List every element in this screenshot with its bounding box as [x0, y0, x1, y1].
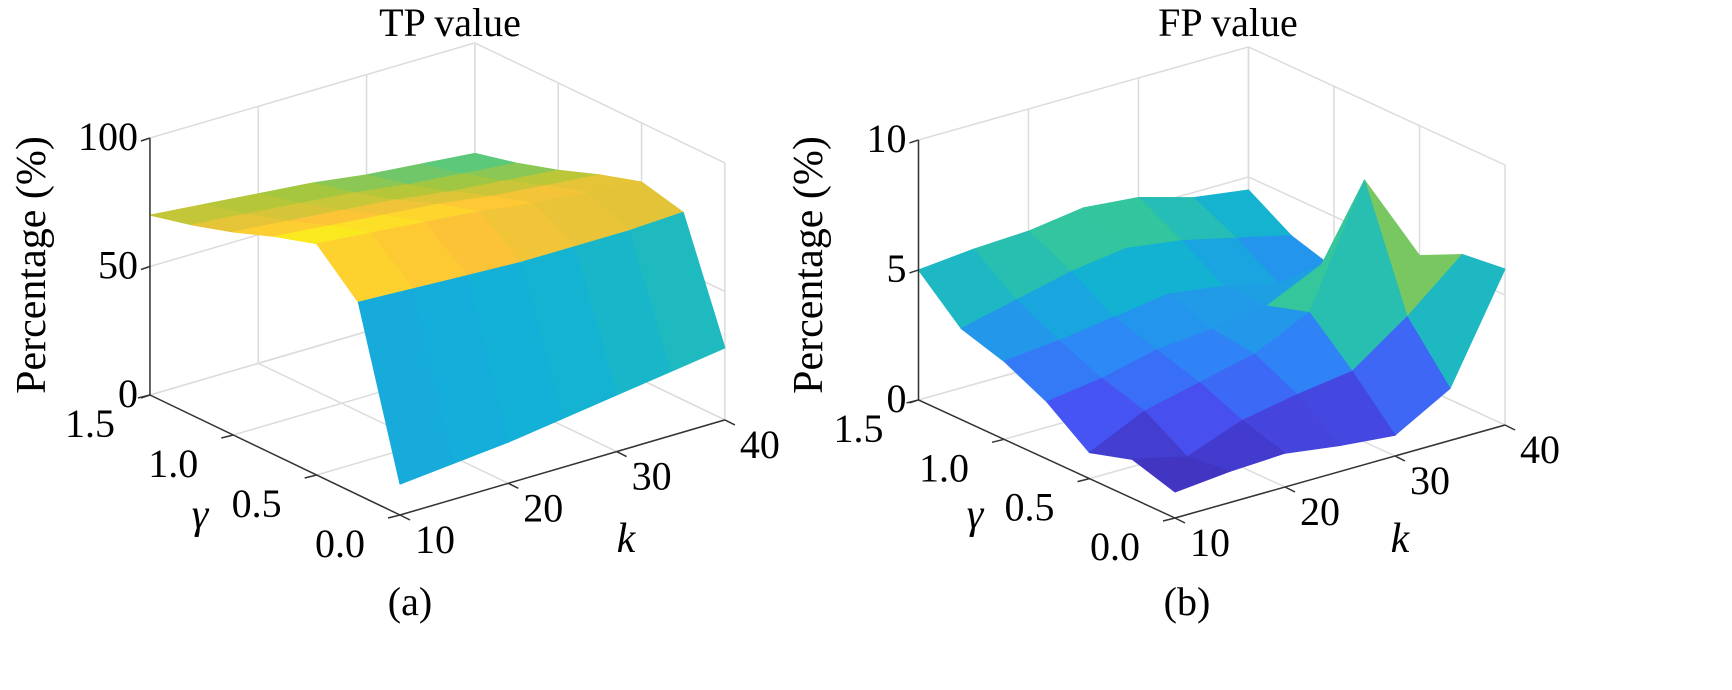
k-tick-label: 10: [1190, 520, 1230, 565]
z-tick-label: 0: [118, 371, 138, 416]
k-tick-mark: [1174, 517, 1186, 524]
z-tick-mark: [140, 137, 151, 142]
z-tick-label: 5: [887, 246, 907, 291]
z-tick-label: 50: [98, 243, 138, 288]
k-tick-label: 40: [1520, 427, 1560, 472]
gamma-tick-mark: [137, 394, 151, 399]
gamma-tick-label: 0.0: [315, 521, 365, 566]
gamma-tick-label: 1.5: [834, 406, 884, 451]
k-tick-label: 10: [415, 517, 455, 562]
k-tick-label: 30: [632, 454, 672, 499]
k-tick-label: 20: [523, 485, 563, 530]
gamma-tick-mark: [991, 438, 1005, 444]
z-axis-label: Percentage (%): [786, 136, 832, 394]
k-tick-mark: [1504, 424, 1516, 431]
z-tick-mark: [909, 139, 919, 144]
gamma-tick-label: 1.5: [65, 401, 115, 446]
gamma-tick-mark: [1077, 477, 1090, 483]
wall-grid-line: [474, 42, 726, 164]
k-tick-label: 20: [1300, 489, 1340, 534]
gamma-tick-mark: [221, 434, 234, 439]
k-axis-line: [1174, 424, 1506, 519]
z-axis-label: Percentage (%): [9, 136, 55, 394]
surface: [918, 179, 1506, 493]
chart-title: TP value: [379, 0, 521, 45]
surface-patch: [357, 288, 455, 485]
wall-grid-line: [149, 42, 476, 139]
floor-grid-line: [257, 362, 509, 484]
surface: [149, 152, 726, 485]
k-tick-mark: [724, 419, 736, 426]
chart-title: FP value: [1158, 0, 1298, 45]
panel-a-tp-value: 0 50 100 0.0 0.5 1.0 1.5 10 20 30 40 TP value Perc…: [9, 0, 780, 624]
k-axis-label: k: [1391, 516, 1411, 562]
gamma-tick-label: 0.0: [1090, 524, 1140, 569]
panel-b-fp-value: 0 5 10 0.0 0.5 1.0 1.5 10 20 30 40 FP value Percen…: [786, 0, 1560, 624]
panel-label: (a): [388, 579, 432, 624]
gamma-tick-label: 0.5: [1005, 485, 1055, 530]
wall-grid-line: [1248, 46, 1506, 166]
z-tick-label: 0: [887, 376, 907, 421]
gamma-tick-mark: [906, 399, 919, 404]
gamma-tick-mark: [1162, 517, 1176, 522]
gamma-tick-label: 0.5: [232, 481, 282, 526]
gamma-tick-label: 1.0: [148, 441, 198, 486]
gamma-tick-label: 1.0: [919, 445, 969, 490]
k-axis-label: k: [617, 516, 637, 562]
k-tick-mark: [507, 482, 519, 489]
gamma-tick-mark: [304, 474, 317, 479]
z-tick-label: 100: [78, 114, 138, 159]
k-tick-mark: [1284, 486, 1296, 493]
k-tick-mark: [616, 450, 627, 458]
gamma-axis-line: [918, 399, 1176, 519]
gamma-axis-line: [149, 394, 401, 516]
axes: 0 5 10 0.0 0.5 1.0 1.5 10 20 30 40: [834, 116, 1561, 569]
z-tick-label: 10: [867, 116, 907, 161]
k-tick-mark: [399, 514, 411, 521]
z-tick-mark: [909, 269, 919, 274]
panel-label: (b): [1164, 579, 1211, 624]
k-tick-label: 40: [740, 422, 780, 467]
axes: 0 50 100 0.0 0.5 1.0 1.5 10 20 30 40: [65, 114, 780, 566]
wall-grid-line: [918, 46, 1249, 141]
gamma-axis-label: γ: [192, 492, 210, 538]
k-axis-line: [399, 419, 726, 516]
surface-patch: [1131, 456, 1231, 493]
gamma-tick-mark: [387, 514, 401, 519]
gamma-axis-label: γ: [967, 492, 985, 538]
k-tick-label: 30: [1410, 458, 1450, 503]
k-tick-mark: [1394, 455, 1406, 462]
z-tick-mark: [140, 265, 151, 271]
